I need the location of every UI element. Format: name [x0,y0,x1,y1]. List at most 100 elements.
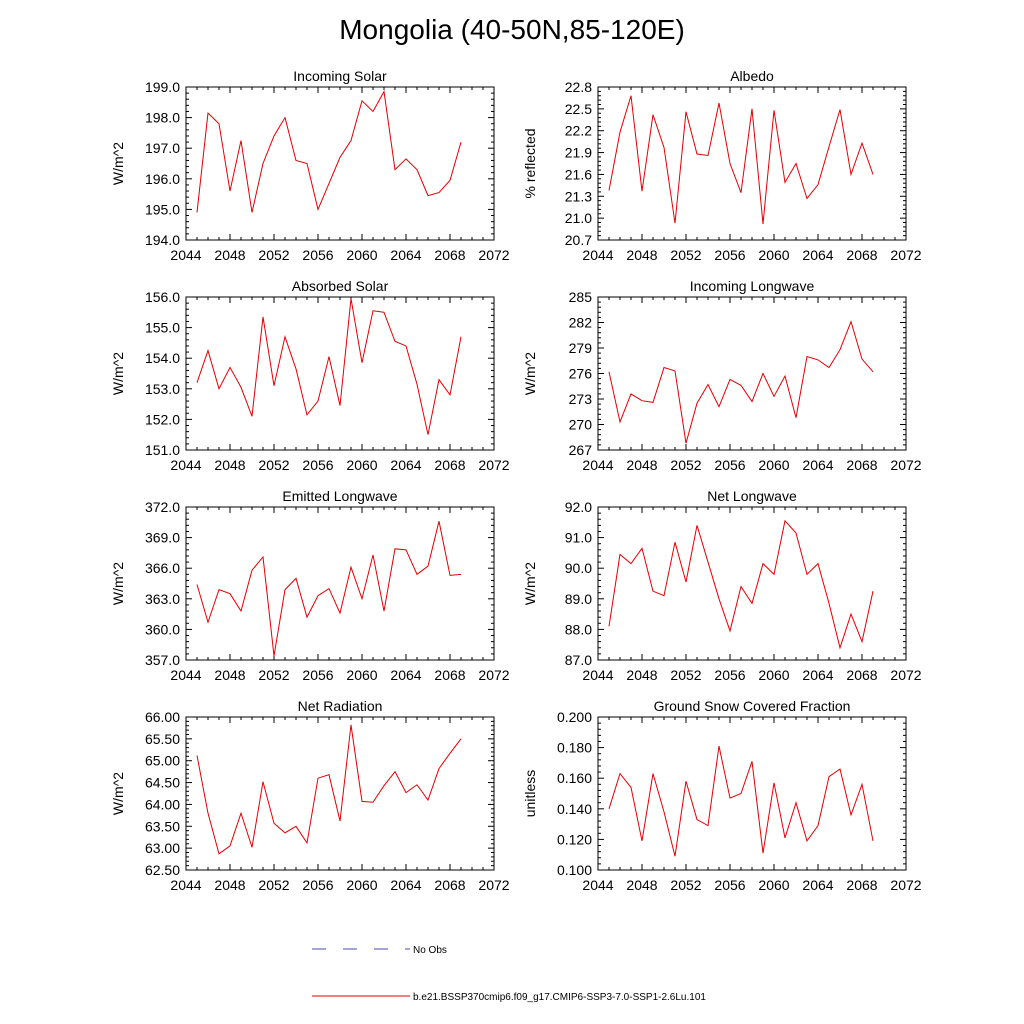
panel-4-ytick-label: 273 [569,391,593,407]
panel-5-xtick-label: 2064 [390,667,421,683]
panel-8-xtick-label: 2068 [846,877,877,893]
panel-7-title: Net Radiation [298,698,383,714]
panel-3-xtick-label: 2048 [214,457,245,473]
panel-7-ytick-label: 64.00 [145,796,180,812]
panel-2-ytick-label: 21.6 [565,166,592,182]
panel-5-xtick-label: 2044 [170,667,201,683]
panel-3-xtick-label: 2060 [346,457,377,473]
panel-5-title: Emitted Longwave [282,488,397,504]
panel-3-ytick-label: 154.0 [145,350,180,366]
panel-6-ytick-label: 90.0 [565,560,592,576]
panel-4-title: Incoming Longwave [690,278,815,294]
panel-2-xtick-label: 2060 [758,247,789,263]
panel-4-xtick-label: 2052 [670,457,701,473]
panel-1-xtick-label: 2056 [302,247,333,263]
panel-6-xtick-label: 2056 [714,667,745,683]
panel-7-frame [185,716,495,871]
panel-5-ytick-label: 366.0 [145,560,180,576]
figure-title: Mongolia (40-50N,85-120E) [339,14,685,45]
panel-2-xtick-label: 2052 [670,247,701,263]
panel-1-xtick-label: 2072 [478,247,509,263]
panel-7-xtick-label: 2048 [214,877,245,893]
panel-1-xtick-label: 2068 [434,247,465,263]
panel-2-ytick-label: 20.7 [565,232,592,248]
panel-1-xtick-label: 2044 [170,247,201,263]
panel-8-ylabel: unitless [522,770,538,817]
legend-model-label: b.e21.BSSP370cmip6.f09_g17.CMIP6-SSP3-7.… [413,992,706,1003]
panel-4-xtick-label: 2068 [846,457,877,473]
panel-4-xtick-label: 2064 [802,457,833,473]
panel-8-title: Ground Snow Covered Fraction [654,698,851,714]
panel-6-xtick-label: 2072 [890,667,921,683]
panel-5-ytick-label: 372.0 [145,499,180,515]
panel-3-ylabel: W/m^2 [110,352,126,395]
panel-2: Albedo 2044 2048 2052 2056 2060 2064 2068 2072 20… [522,68,922,263]
panel-6: Net Longwave 2044 2048 2052 2056 2060 2064 2068… [522,488,922,683]
panel-3-xtick-label: 2064 [390,457,421,473]
panel-3-xtick-label: 2056 [302,457,333,473]
panel-3-xtick-label: 2044 [170,457,201,473]
panel-2-ytick-label: 22.2 [565,123,592,139]
panel-7-ytick-label: 65.50 [145,731,180,747]
panel-4-ytick-label: 276 [569,366,593,382]
panel-8-frame [597,716,907,871]
panel-4-ylabel: W/m^2 [522,352,538,395]
panel-4-xtick-label: 2056 [714,457,745,473]
panel-8-ytick-label: 0.200 [557,709,592,725]
panel-7-ylabel: W/m^2 [110,772,126,815]
panel-1-xtick-label: 2052 [258,247,289,263]
panel-5-ytick-label: 369.0 [145,530,180,546]
panel-8-xtick-label: 2044 [582,877,613,893]
panel-5-ytick-label: 360.0 [145,621,180,637]
panel-1-ytick-label: 197.0 [145,140,180,156]
panel-3-ytick-label: 152.0 [145,411,180,427]
panel-7-xtick-label: 2068 [434,877,465,893]
panel-1-xtick-label: 2048 [214,247,245,263]
panel-7-xtick-label: 2060 [346,877,377,893]
panel-4-series-line [608,320,874,444]
panel-3-title: Absorbed Solar [292,278,389,294]
panel-5-xtick-label: 2060 [346,667,377,683]
panel-8-ytick-label: 0.140 [557,801,592,817]
panel-3-xtick-label: 2068 [434,457,465,473]
panel-3-ytick-label: 156.0 [145,289,180,305]
panel-5: Emitted Longwave 2044 2048 2052 2056 2060 2064… [110,488,510,683]
panel-1-frame [185,86,495,241]
legend-obs-label: No Obs [413,945,447,956]
panel-4-ytick-label: 282 [569,315,593,331]
panel-1-ytick-label: 196.0 [145,171,180,187]
panel-2-ylabel: % reflected [522,128,538,198]
panel-3-series-line [196,298,462,435]
panel-8-xtick-label: 2060 [758,877,789,893]
panel-2-xtick-label: 2072 [890,247,921,263]
panel-4-xtick-label: 2072 [890,457,921,473]
panel-6-xtick-label: 2068 [846,667,877,683]
panel-2-xtick-label: 2068 [846,247,877,263]
panel-7-ytick-label: 66.00 [145,709,180,725]
panel-2-xtick-label: 2056 [714,247,745,263]
panel-7-xtick-label: 2052 [258,877,289,893]
panel-4-xtick-label: 2044 [582,457,613,473]
panel-1-ytick-label: 195.0 [145,201,180,217]
panel-6-series-line [608,519,874,650]
panel-7: Net Radiation 2044 2048 2052 2056 2060 2064 206… [110,698,510,893]
panel-1-ytick-label: 199.0 [145,79,180,95]
panel-6-title: Net Longwave [707,488,797,504]
legend: No Obs b.e21.BSSP370cmip6.f09_g17.CMIP6-… [312,945,706,1003]
panel-5-xtick-label: 2052 [258,667,289,683]
panel-4-ytick-label: 285 [569,289,593,305]
panel-1-title: Incoming Solar [293,68,387,84]
panel-1-ylabel: W/m^2 [110,142,126,185]
panel-8-series-line [608,745,874,857]
panel-5-xtick-label: 2056 [302,667,333,683]
panel-6-ytick-label: 92.0 [565,499,592,515]
panel-6-xtick-label: 2052 [670,667,701,683]
panel-8-ytick-label: 0.120 [557,831,592,847]
panel-2-ytick-label: 21.3 [565,188,592,204]
panel-4-ytick-label: 279 [569,340,593,356]
panel-6-ytick-label: 87.0 [565,652,592,668]
panel-4-frame [597,296,907,451]
panel-2-ytick-label: 22.5 [565,101,592,117]
panel-1: Incoming Solar 2044 2048 2052 2056 2060 2064 20… [110,68,510,263]
